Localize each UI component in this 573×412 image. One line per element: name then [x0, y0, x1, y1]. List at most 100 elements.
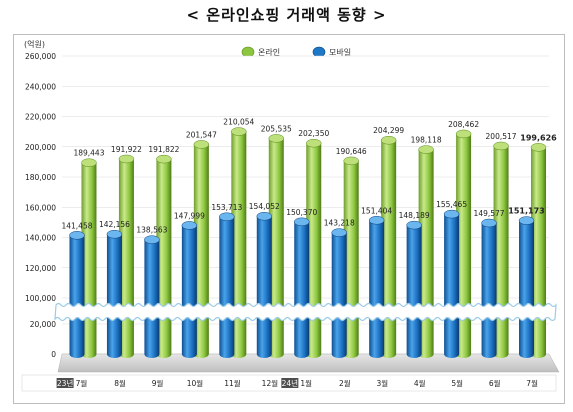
- data-label-mobile: 154,052: [249, 202, 280, 211]
- y-tick-label: 220,000: [25, 113, 56, 122]
- y-axis: 260,000 240,000 220,000 200,000 180,000 160,0…: [25, 52, 56, 359]
- year-badge: [281, 378, 299, 388]
- chart-frame: (억원) 온라인 모바일 260,000 240,000 220,000 200,00…: [13, 34, 565, 404]
- bar-online-top: [455, 129, 472, 139]
- y-tick-label: 260,000: [25, 52, 56, 61]
- bar-online-top: [81, 158, 97, 167]
- bar-online-top: [305, 138, 322, 148]
- bar-mobile: [331, 232, 347, 358]
- bar-mobile: [69, 235, 85, 358]
- data-label-mobile: 155,465: [436, 200, 467, 209]
- data-label-mobile: 141,458: [61, 221, 92, 230]
- legend: 온라인 모바일: [241, 46, 351, 58]
- bar-mobile-top: [518, 216, 535, 225]
- x-tick-label: 7월: [76, 378, 88, 388]
- year-badge: [56, 378, 74, 388]
- bar-mobile: [181, 225, 197, 358]
- data-label-online: 191,922: [111, 145, 142, 154]
- bar-mobile: [444, 214, 460, 358]
- bar-mobile: [294, 221, 310, 358]
- legend-label-online: 온라인: [258, 47, 280, 57]
- bar-online-top: [343, 156, 359, 166]
- x-axis-band: [21, 374, 557, 392]
- y-tick-label: 200,000: [25, 143, 56, 152]
- y-tick-label: 0: [51, 350, 56, 359]
- bar-mobile: [144, 239, 160, 358]
- bar-mobile-top: [219, 212, 235, 222]
- data-label-mobile: 138,563: [136, 226, 167, 235]
- data-label-mobile: 142,156: [99, 220, 130, 229]
- x-tick-label: 3월: [376, 378, 388, 388]
- y-tick-label: 160,000: [25, 203, 56, 212]
- data-label-mobile: 153,713: [211, 203, 242, 212]
- bar-online-top: [530, 143, 547, 152]
- x-tick-label: 10월: [187, 378, 204, 388]
- bar-online: [531, 147, 547, 358]
- x-tick-label: 1월: [300, 378, 312, 388]
- data-label-mobile: 143,218: [324, 219, 355, 228]
- data-label-mobile: 148,189: [399, 211, 430, 220]
- bar-mobile: [481, 223, 497, 358]
- bar-online: [268, 138, 284, 358]
- y-tick-label: 140,000: [25, 234, 56, 243]
- x-tick-label: 4월: [414, 378, 426, 388]
- data-label-online: 208,462: [448, 120, 479, 129]
- data-label-online: 198,118: [411, 136, 442, 145]
- x-axis: 23년 7월 8월 9월 10월 11월 12월 24년 1월 2월 3월 4월 5월 6월 7월: [21, 374, 557, 392]
- bar-online: [381, 140, 397, 358]
- bar-online-top: [418, 145, 434, 154]
- legend-item-online: 온라인: [241, 46, 280, 58]
- bar-online: [456, 133, 472, 358]
- y-tick-label: 120,000: [25, 264, 56, 273]
- data-label-online: 190,646: [336, 147, 367, 156]
- bar-mobile-top: [406, 220, 422, 230]
- x-tick-label: 12월: [262, 378, 279, 388]
- data-label-mobile: 147,999: [174, 211, 205, 220]
- bar-online-top: [231, 127, 247, 136]
- year-badge-label: 23년: [57, 378, 74, 388]
- data-label-online: 191,822: [148, 145, 179, 154]
- bar-online-top: [493, 141, 509, 151]
- data-label-online: 210,054: [223, 118, 254, 127]
- bar-mobile: [369, 220, 385, 358]
- bar-mobile-top: [368, 216, 385, 225]
- legend-swatch-mobile: [312, 46, 326, 58]
- data-label-online: 200,517: [486, 132, 517, 141]
- bar-online-top: [118, 154, 135, 164]
- data-label-online: 204,299: [373, 126, 404, 135]
- bar-online-top: [268, 134, 285, 143]
- bar-online-top: [193, 140, 210, 149]
- bar-mobile: [519, 220, 535, 358]
- online-shopping-chart: (억원) 온라인 모바일 260,000 240,000 220,000 200,00…: [21, 39, 560, 392]
- legend-label-mobile: 모바일: [329, 47, 351, 57]
- bar-mobile-top: [181, 221, 198, 230]
- data-labels: 189,443 141,458 191,922 142,156 191,822 138,5…: [61, 118, 557, 235]
- bar-mobile: [219, 216, 235, 358]
- data-label-mobile: 151,404: [361, 206, 392, 215]
- bar-mobile-top: [331, 228, 347, 237]
- legend-item-mobile: 모바일: [312, 46, 351, 58]
- data-label-mobile: 150,370: [286, 208, 317, 217]
- bar-mobile-top: [256, 211, 273, 221]
- x-tick-label: 6월: [489, 378, 501, 388]
- data-label-online: 202,350: [298, 129, 329, 138]
- bar-mobile: [106, 234, 122, 358]
- bar-mobile-top: [481, 218, 497, 228]
- y-tick-label: 240,000: [25, 82, 56, 91]
- data-label-mobile: 151,173: [508, 207, 544, 216]
- bar-online-top: [156, 154, 172, 164]
- bar-mobile-top: [294, 217, 310, 227]
- data-label-online: 205,535: [261, 124, 292, 133]
- bar-mobile: [256, 216, 272, 358]
- year-badge-label: 24년: [282, 378, 299, 388]
- y-tick-label: 180,000: [25, 173, 56, 182]
- x-tick-label: 5월: [451, 378, 463, 388]
- bar-online-top: [380, 135, 397, 145]
- bar-mobile-top: [106, 229, 123, 239]
- axis-break-band: [54, 302, 557, 322]
- bar-online: [231, 131, 247, 358]
- bar-mobile: [406, 225, 422, 358]
- page-title: < 온라인쇼핑 거래액 동향 >: [186, 6, 387, 24]
- axis-break: [54, 302, 557, 322]
- y-tick-label: 20,000: [30, 320, 56, 329]
